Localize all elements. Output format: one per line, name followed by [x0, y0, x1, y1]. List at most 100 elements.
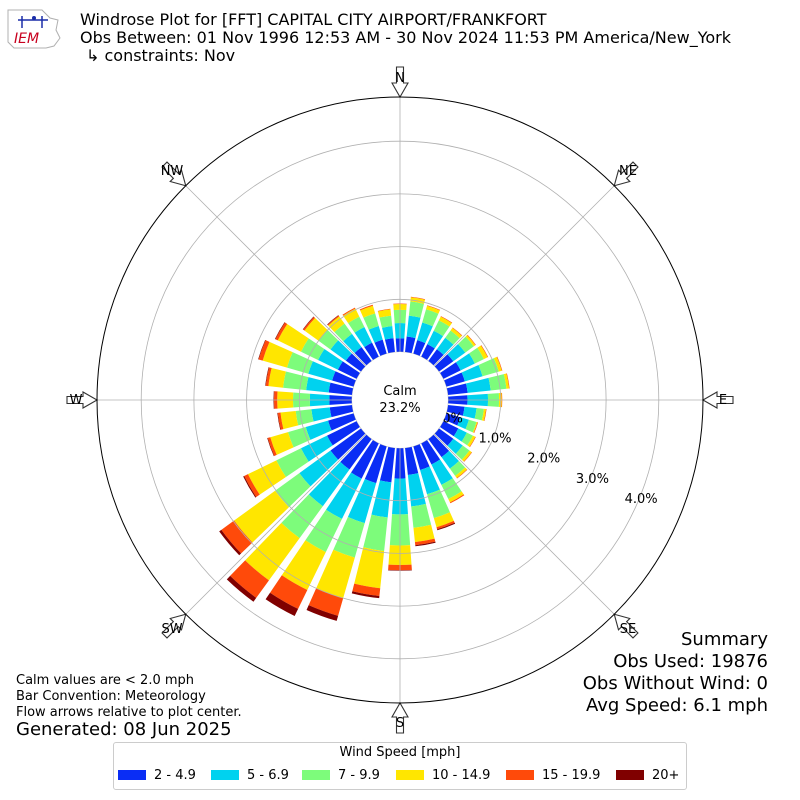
- bar-dir-190-bin-3: [363, 514, 388, 551]
- bar-dir-70-bin-1: [443, 372, 465, 387]
- bar-dir-170-bin-6: [415, 541, 436, 547]
- bar-dir-340-bin-3: [363, 313, 379, 330]
- bar-dir-250-bin-2: [305, 420, 332, 440]
- bar-dir-30-bin-3: [433, 320, 450, 337]
- bar-dir-290-bin-3: [286, 352, 313, 374]
- bar-dir-160-bin-1: [413, 443, 430, 470]
- compass-arrow-1: [613, 161, 639, 187]
- bar-dir-240-bin-2: [300, 435, 333, 462]
- bar-dir-240-bin-6: [243, 476, 257, 498]
- bar-dir-140-bin-4: [455, 467, 468, 479]
- bar-dir-160-bin-6: [437, 522, 456, 531]
- bar-dir-280-bin-3: [283, 371, 309, 391]
- bar-dir-160-bin-3: [427, 489, 450, 519]
- bar-dir-120-bin-5: [469, 436, 476, 448]
- bar-dir-100-bin-1: [446, 405, 465, 416]
- compass-arrow-7: [161, 161, 187, 187]
- compass-label-ne: NE: [619, 164, 637, 179]
- bar-dir-230-bin-5: [221, 520, 253, 554]
- bar-dir-100-bin-2: [462, 406, 477, 419]
- bar-dir-70-bin-5: [496, 356, 503, 371]
- radial-tick-label-2: 2.0%: [527, 452, 560, 467]
- bar-dir-340-bin-5: [359, 304, 373, 311]
- bar-dir-130-bin-3: [455, 445, 470, 460]
- bar-dir-250-bin-4: [270, 432, 294, 455]
- radial-tick-label-3: 3.0%: [576, 472, 609, 487]
- bar-dir-350-bin-3: [379, 315, 393, 328]
- compass-label-s: S: [396, 716, 404, 731]
- bar-dir-60-bin-5: [480, 345, 489, 358]
- bar-dir-260-bin-3: [295, 409, 314, 426]
- legend-item-bin-6: 20+: [616, 768, 679, 783]
- bar-dir-250-bin-1: [328, 413, 357, 431]
- legend-item-bin-2: 5 - 6.9: [211, 768, 289, 783]
- bar-dir-80-bin-4: [503, 373, 510, 389]
- bar-dir-350-bin-1: [384, 338, 395, 354]
- bar-dir-10-bin-5: [410, 296, 426, 300]
- bar-dir-30-bin-1: [421, 344, 435, 361]
- compass-label-w: W: [70, 393, 83, 408]
- bar-dir-150-bin-3: [441, 478, 462, 500]
- svg-text:IEM: IEM: [14, 31, 39, 47]
- bar-dir-310-bin-4: [304, 317, 328, 341]
- legend-swatch-bin-6: [616, 770, 644, 780]
- bar-dir-50-bin-1: [434, 354, 454, 372]
- bar-dir-220-bin-2: [308, 461, 350, 507]
- bar-dir-280-bin-1: [328, 382, 354, 395]
- bar-dir-250-bin-5: [267, 437, 277, 456]
- bar-dir-350-bin-5: [377, 308, 391, 312]
- bar-dir-350-bin-2: [382, 326, 394, 340]
- bar-dir-240-bin-3: [276, 448, 309, 477]
- bar-dir-210-bin-1: [351, 439, 379, 479]
- bar-dir-190-bin-4: [354, 547, 385, 589]
- bar-dir-330-bin-4: [343, 308, 360, 324]
- bar-dir-200-bin-2: [347, 479, 377, 524]
- bar-dir-80-bin-1: [446, 383, 468, 395]
- bar-dir-170-bin-1: [405, 446, 419, 475]
- compass-label-se: SE: [620, 622, 636, 637]
- radial-tick-labels: 0.0%1.0%2.0%3.0%4.0%: [430, 411, 658, 507]
- bar-dir-110-bin-5: [473, 422, 479, 434]
- bar-dir-130-bin-2: [447, 438, 463, 454]
- bar-dir-240-bin-1: [327, 421, 361, 446]
- bar-dir-200-bin-5: [308, 588, 344, 616]
- bar-dir-230-bin-3: [275, 473, 311, 508]
- compass-labels: N NE E SE S SW W NW: [70, 71, 728, 731]
- bar-dir-230-bin-4: [234, 490, 289, 543]
- summary-obs-without-wind: Obs Without Wind: 0: [582, 673, 768, 694]
- bar-dir-280-bin-2: [306, 377, 331, 393]
- bar-dir-280-bin-4: [268, 367, 286, 388]
- bar-dir-140-bin-2: [441, 450, 459, 469]
- legend-swatch-bin-2: [211, 770, 239, 780]
- compass-arrow-5: [161, 613, 187, 639]
- bar-dir-80-bin-2: [466, 377, 491, 393]
- bar-dir-320-bin-5: [327, 315, 340, 326]
- compass-arrow-0: [391, 66, 409, 99]
- bar-dir-230-bin-2: [299, 450, 339, 487]
- bar-dir-50-bin-4: [465, 335, 476, 347]
- bar-dir-200-bin-6: [306, 605, 339, 621]
- bar-dir-110-bin-4: [472, 421, 478, 433]
- bar-dir-110-bin-1: [443, 413, 461, 426]
- bar-dir-60-bin-2: [455, 353, 475, 371]
- bar-dir-40-bin-2: [436, 337, 454, 355]
- bar-dir-210-bin-6: [265, 592, 299, 617]
- summary-avg-speed: Avg Speed: 6.1 mph: [586, 695, 768, 716]
- bar-dir-20-bin-1: [413, 340, 426, 357]
- bar-dir-300-bin-2: [318, 348, 343, 370]
- bar-dir-290-bin-6: [258, 339, 266, 360]
- bar-dir-110-bin-3: [465, 419, 477, 433]
- bar-dir-30-bin-2: [427, 330, 444, 349]
- legend-swatch-bin-4: [396, 770, 424, 780]
- bar-dir-250-bin-6: [267, 437, 275, 457]
- grid-spoke-5: [185, 433, 367, 615]
- legend-item-bin-1: 2 - 4.9: [118, 768, 196, 783]
- bar-dir-100-bin-3: [474, 408, 484, 421]
- bar-dir-300-bin-5: [275, 322, 288, 341]
- bar-dir-170-bin-3: [411, 503, 432, 528]
- bar-dir-330-bin-3: [348, 316, 365, 333]
- bar-dir-190-bin-1: [379, 446, 395, 483]
- bar-dir-260-bin-2: [311, 407, 332, 422]
- bar-dir-120-bin-1: [439, 421, 459, 437]
- bar-dir-130-bin-1: [434, 428, 454, 446]
